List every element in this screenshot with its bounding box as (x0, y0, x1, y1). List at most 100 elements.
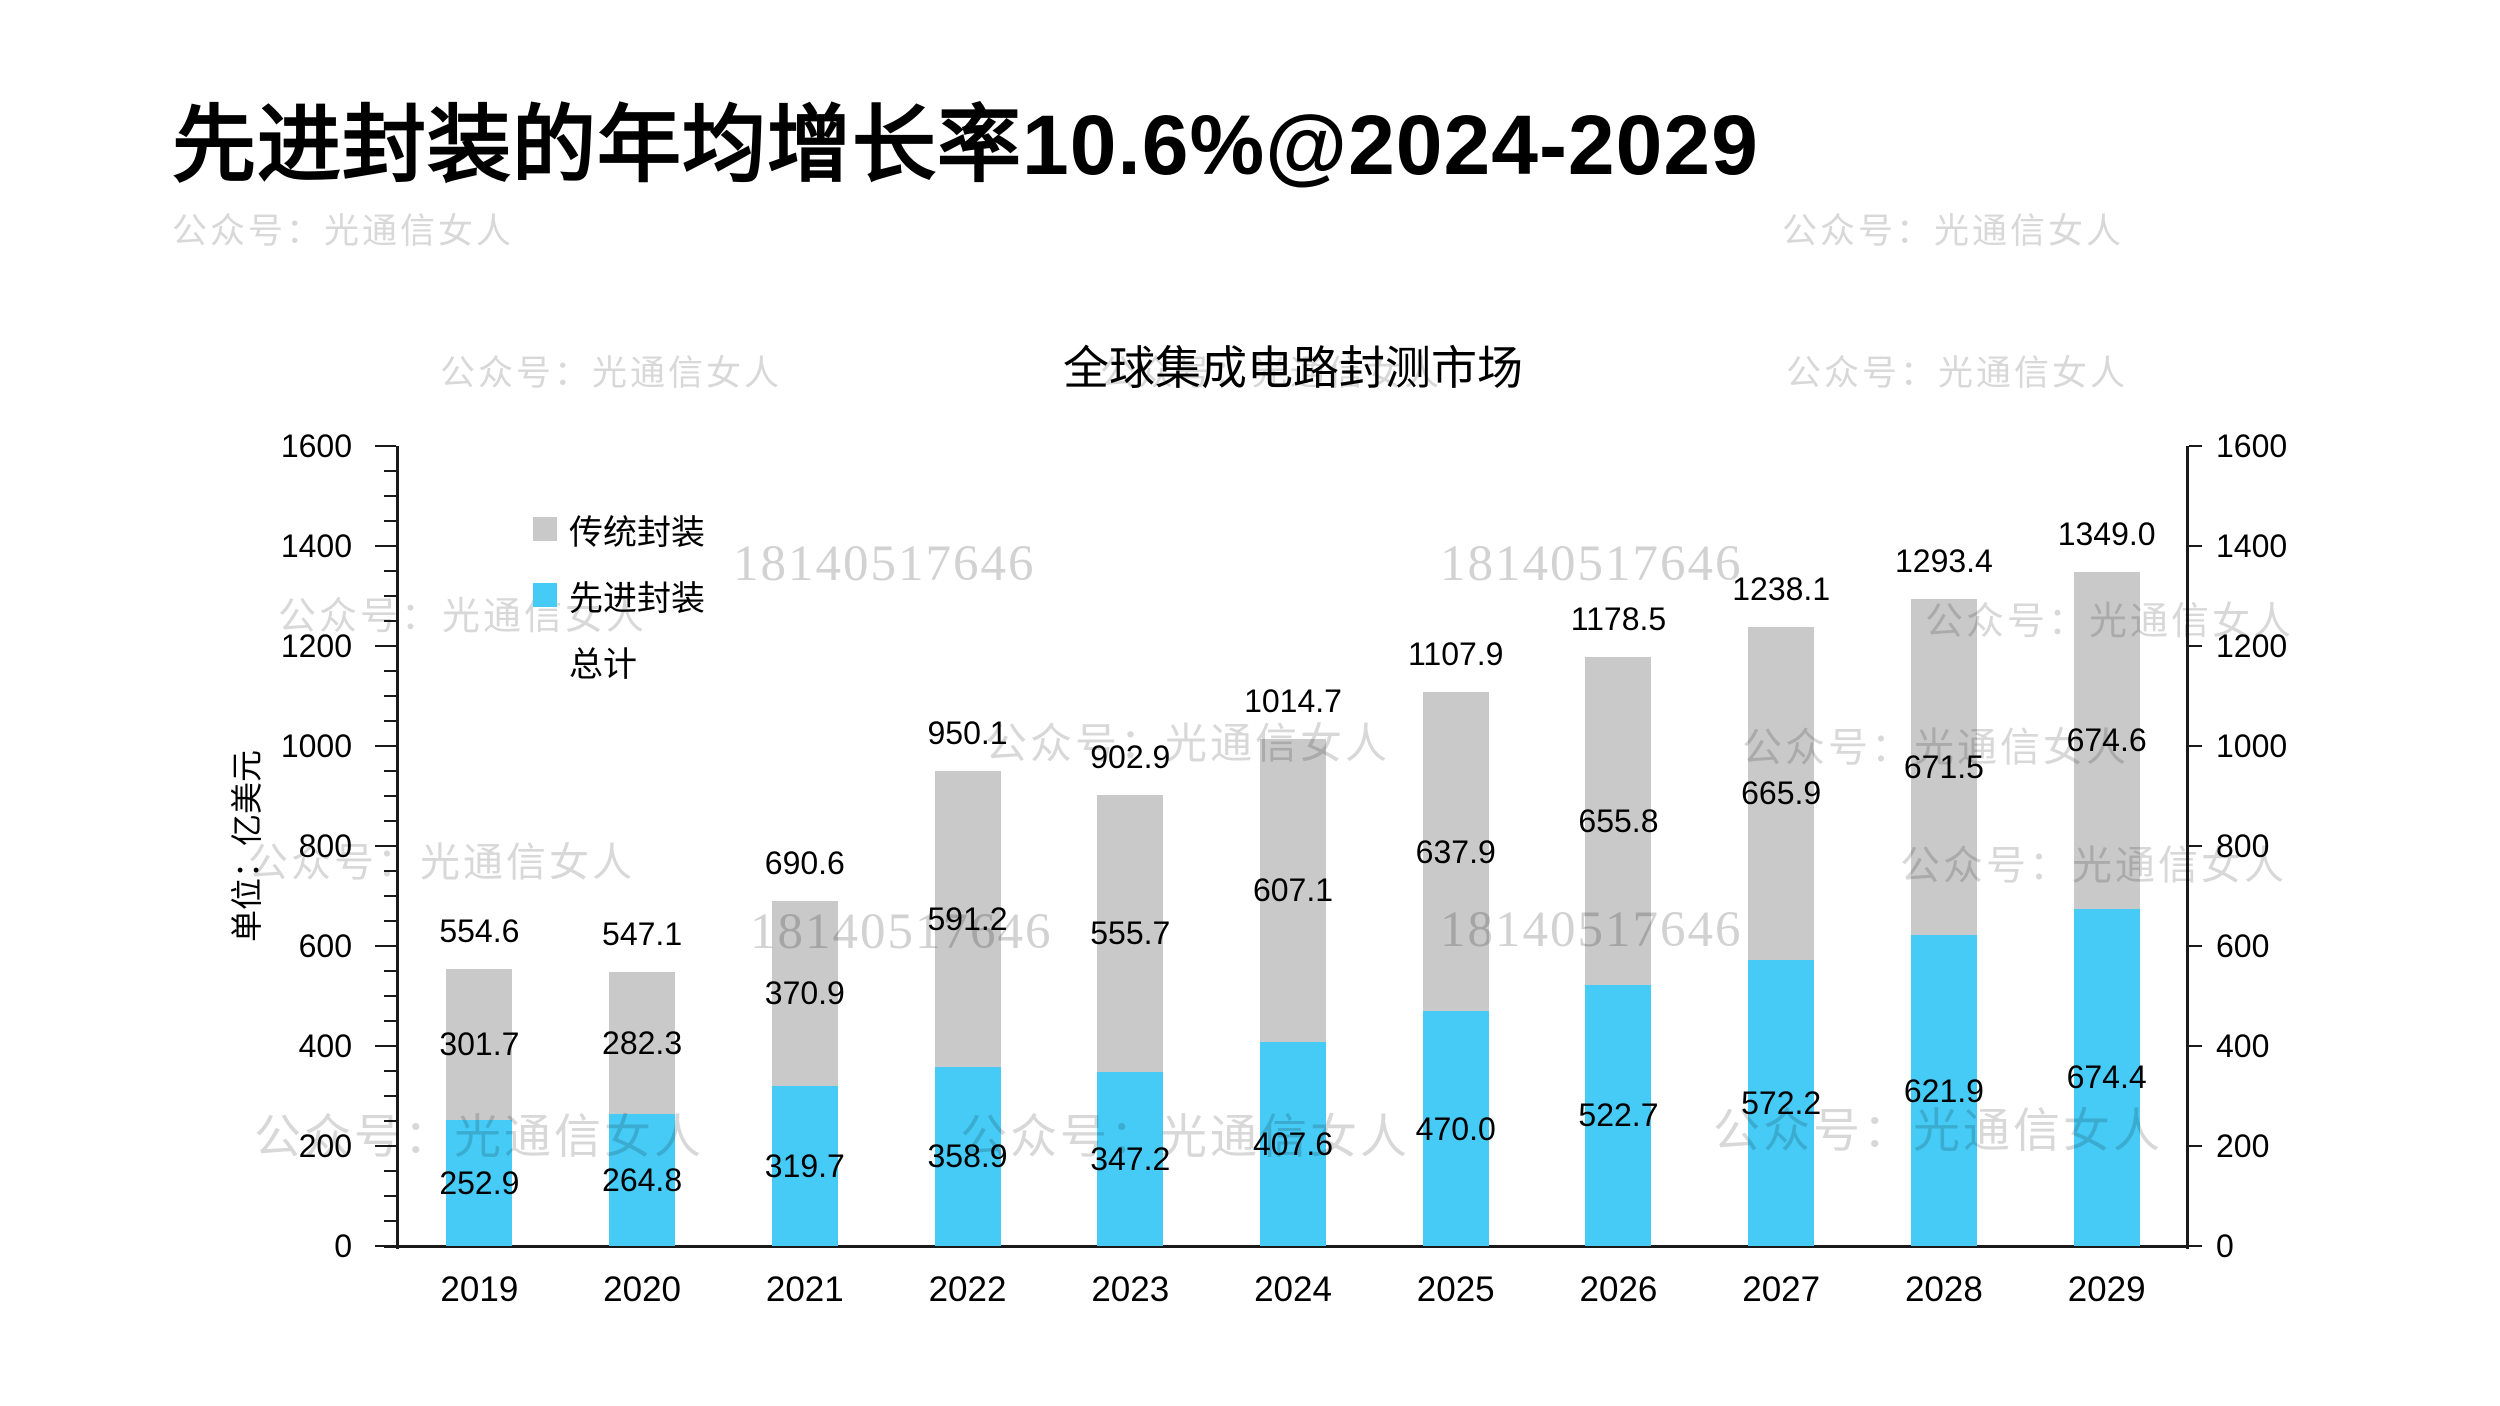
y-axis-tick-label-left: 0 (334, 1228, 352, 1264)
legend-swatch-icon (533, 517, 557, 541)
y-axis-tick-label-right: 400 (2216, 1028, 2270, 1064)
y-axis-tick-left (384, 970, 396, 972)
y-axis-tick-label-left: 400 (298, 1028, 352, 1064)
advanced-packaging-bar-segment (1585, 984, 1652, 1246)
legend-item-1: 先进封装 (533, 562, 705, 628)
advanced-packaging-value-label: 347.2 (1090, 1141, 1171, 1178)
traditional-packaging-value-label: 637.9 (1415, 833, 1496, 870)
y-axis-tick-left (375, 545, 396, 547)
traditional-packaging-bar-segment (1260, 738, 1326, 1043)
y-axis-tick-left (384, 1220, 396, 1222)
total-value-label: 690.6 (764, 844, 845, 881)
advanced-packaging-value-label: 319.7 (764, 1148, 845, 1185)
y-axis-tick-left (384, 820, 396, 822)
advanced-packaging-value-label: 407.6 (1252, 1126, 1334, 1163)
total-value-label: 1014.7 (1244, 682, 1342, 719)
advanced-packaging-bar-segment (1422, 1011, 1489, 1246)
y-axis-tick-label-right: 1200 (2216, 628, 2288, 664)
traditional-packaging-value-label: 665.9 (1741, 775, 1822, 812)
total-value-label: 547.1 (602, 916, 683, 953)
legend-label: 先进封装 (569, 579, 705, 618)
total-value-label: 902.9 (1090, 738, 1171, 775)
x-axis-category-label: 2019 (440, 1270, 519, 1309)
x-axis-category-label: 2026 (1579, 1270, 1658, 1309)
y-axis-left-line (396, 446, 399, 1249)
advanced-packaging-bar-segment (2073, 908, 2140, 1246)
y-axis-tick-label-left: 600 (298, 928, 352, 964)
advanced-packaging-value-label: 264.8 (602, 1161, 683, 1198)
advanced-packaging-value-label: 674.4 (2066, 1059, 2147, 1096)
traditional-packaging-value-label: 555.7 (1090, 915, 1171, 952)
phone-watermark: 18140517646 (733, 536, 1036, 592)
account-watermark: 公众号：光通信女人 (1786, 354, 2129, 393)
traditional-packaging-bar-segment (1422, 692, 1489, 1011)
traditional-packaging-value-label: 671.5 (1903, 749, 1984, 786)
total-value-label: 1107.9 (1407, 636, 1504, 673)
traditional-packaging-value-label: 655.8 (1578, 802, 1659, 839)
x-axis-category-label: 2029 (2067, 1270, 2146, 1309)
y-axis-tick-left (384, 895, 396, 897)
traditional-packaging-bar-segment (1097, 794, 1164, 1073)
y-axis-tick-label-left: 1000 (280, 728, 352, 764)
x-axis-line (384, 1245, 2188, 1248)
advanced-packaging-value-label: 522.7 (1578, 1097, 1659, 1134)
traditional-packaging-value-label: 282.3 (602, 1025, 683, 1062)
advanced-packaging-value-label: 621.9 (1903, 1072, 1984, 1109)
account-watermark: 公众号：光通信女人 (440, 354, 783, 393)
y-axis-tick-left (384, 720, 396, 722)
y-axis-right-line (2186, 446, 2189, 1249)
y-axis-tick-left (384, 1120, 396, 1122)
legend-item-0: 传统封装 (533, 496, 705, 562)
x-axis-category-label: 2025 (1416, 1270, 1495, 1309)
y-axis-tick-right (2189, 645, 2202, 647)
y-axis-tick-right (2189, 445, 2202, 447)
advanced-packaging-value-label: 470.0 (1415, 1110, 1496, 1147)
y-axis-tick-left (384, 920, 396, 922)
traditional-packaging-value-label: 301.7 (439, 1026, 520, 1063)
y-axis-tick-left (384, 570, 396, 572)
traditional-packaging-bar-segment (1585, 656, 1652, 985)
y-axis-tick-left (384, 995, 396, 997)
y-axis-tick-label-left: 200 (298, 1128, 352, 1164)
y-axis-tick-left (384, 695, 396, 697)
advanced-packaging-bar-segment (934, 1066, 1001, 1246)
advanced-packaging-bar-segment (1910, 935, 1977, 1246)
total-value-label: 554.6 (439, 912, 520, 949)
y-axis-tick-label-left: 800 (298, 828, 352, 864)
y-axis-tick-label-right: 600 (2216, 928, 2270, 964)
total-value-label: 1178.5 (1570, 600, 1667, 637)
legend-swatch-icon (533, 583, 557, 607)
advanced-packaging-value-label: 252.9 (439, 1164, 520, 1201)
y-axis-tick-left (375, 1045, 396, 1047)
y-axis-tick-left (375, 1145, 396, 1147)
account-watermark: 公众号：光通信女人 (172, 212, 515, 251)
y-axis-tick-left (384, 1070, 396, 1072)
traditional-packaging-bar-segment (1748, 626, 1815, 960)
y-axis-tick-left (375, 845, 396, 847)
y-axis-tick-left (384, 595, 396, 597)
y-axis-tick-left (375, 945, 396, 947)
advanced-packaging-bar-segment (1260, 1042, 1326, 1246)
y-axis-tick-left (384, 770, 396, 772)
y-axis-tick-left (384, 520, 396, 522)
x-axis-category-label: 2021 (765, 1270, 844, 1309)
y-axis-tick-left (384, 870, 396, 872)
y-axis-tick-left (384, 620, 396, 622)
y-axis-tick-left (384, 795, 396, 797)
x-axis-category-label: 2027 (1742, 1270, 1821, 1309)
chart-title: 全球集成电路封测市场 (1063, 342, 1523, 394)
traditional-packaging-value-label: 674.6 (2066, 722, 2147, 759)
y-axis-tick-right (2189, 1045, 2202, 1047)
y-axis-tick-right (2189, 845, 2202, 847)
total-value-label: 1349.0 (2057, 515, 2156, 552)
traditional-packaging-bar-segment (609, 972, 676, 1114)
x-axis-category-label: 2024 (1254, 1270, 1332, 1309)
traditional-packaging-bar-segment (1910, 599, 1977, 936)
y-axis-tick-left (384, 1095, 396, 1097)
page-title: 先进封装的年均增长率10.6%@2024-2029 (172, 98, 1759, 192)
total-value-label: 950.1 (927, 714, 1008, 751)
advanced-packaging-bar-segment (771, 1086, 838, 1246)
y-axis-tick-label-right: 1000 (2216, 728, 2288, 764)
y-axis-tick-label-left: 1400 (280, 528, 352, 564)
account-watermark: 公众号：光通信女人 (1782, 212, 2125, 251)
